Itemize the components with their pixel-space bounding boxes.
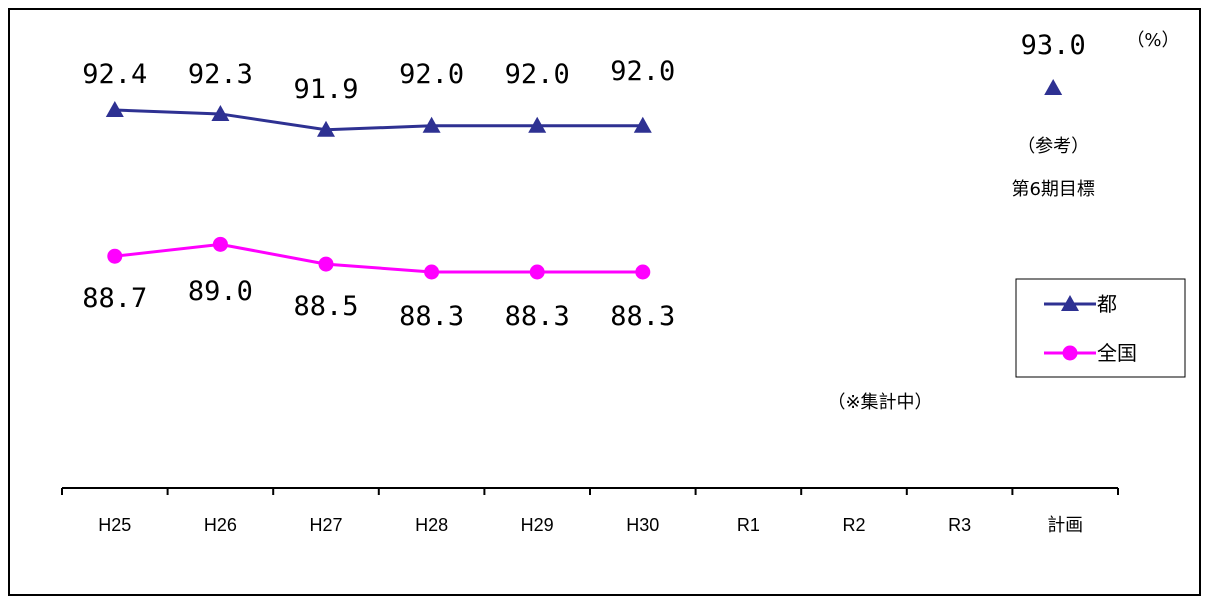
data-label-1: 88.3 — [610, 301, 675, 332]
data-label-1: 89.0 — [188, 276, 253, 307]
data-label-0: 92.3 — [188, 59, 253, 90]
x-tick-label: H29 — [521, 515, 554, 535]
data-label-0: 92.0 — [610, 56, 675, 87]
data-label-1: 88.5 — [293, 291, 358, 322]
data-point-1 — [107, 248, 123, 264]
data-point-0 — [211, 104, 230, 121]
legend-label: 都 — [1097, 292, 1117, 316]
legend-label: 全国 — [1097, 341, 1137, 365]
x-tick-label: R2 — [842, 515, 865, 535]
data-point-0 — [105, 101, 124, 117]
unit-label: （%） — [1126, 30, 1179, 51]
data-point-0 — [422, 116, 441, 133]
data-label-0: 91.9 — [293, 74, 358, 105]
data-point-1 — [635, 264, 651, 280]
chart-frame — [8, 8, 1201, 596]
data-label-1: 88.7 — [82, 283, 147, 314]
data-label-1: 88.3 — [505, 301, 570, 332]
x-tick-label: H25 — [98, 515, 131, 535]
data-label-0: 92.4 — [82, 59, 147, 90]
x-tick-label: R1 — [737, 515, 760, 535]
annotation-text: （※集計中） — [827, 392, 932, 413]
data-point-1 — [318, 256, 334, 272]
target-caption-1: （参考） — [1017, 136, 1089, 157]
x-tick-label: H26 — [204, 515, 237, 535]
data-point-1 — [212, 236, 228, 252]
x-tick-label: R3 — [948, 515, 971, 535]
x-tick-label: H27 — [309, 515, 342, 535]
data-label-0: 92.0 — [505, 59, 570, 90]
legend-box — [1015, 278, 1186, 378]
x-tick-label: 計画 — [1047, 515, 1083, 535]
data-label-0: 92.0 — [399, 59, 464, 90]
data-point-0 — [633, 116, 652, 133]
data-point-0 — [528, 116, 547, 133]
target-value-label: 93.0 — [1021, 30, 1086, 61]
data-point-1 — [529, 264, 545, 280]
x-tick-label: H28 — [415, 515, 448, 535]
data-point-1 — [424, 264, 440, 280]
data-point-0 — [317, 120, 335, 137]
legend-swatch-marker — [1062, 345, 1078, 361]
series-line-1 — [114, 242, 643, 274]
legend-swatch-marker — [1061, 295, 1079, 311]
target-marker — [1044, 79, 1063, 95]
series-line-0 — [114, 108, 643, 132]
data-label-1: 88.3 — [399, 301, 464, 332]
target-caption-2: 第6期目標 — [1011, 179, 1094, 200]
x-tick-label: H30 — [626, 515, 659, 535]
